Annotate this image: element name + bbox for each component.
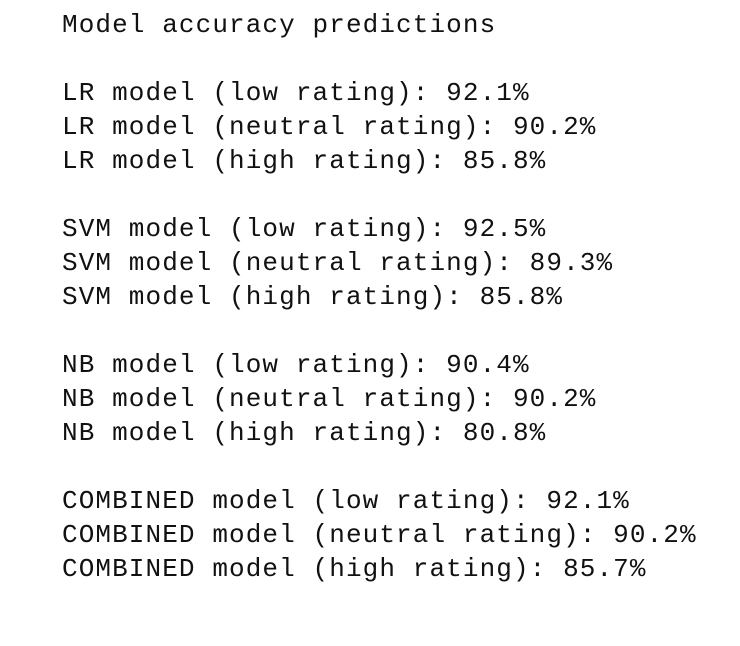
output-group: COMBINED model (low rating): 92.1% COMBIN… [62, 484, 740, 586]
output-line: COMBINED model (low rating): 92.1% [62, 486, 630, 516]
output-line: LR model (high rating): 85.8% [62, 146, 547, 176]
output-line: LR model (neutral rating): 90.2% [62, 112, 597, 142]
output-line: SVM model (low rating): 92.5% [62, 214, 547, 244]
output-line: NB model (high rating): 80.8% [62, 418, 547, 448]
output-line: SVM model (high rating): 85.8% [62, 282, 564, 312]
output-group: NB model (low rating): 90.4% NB model (ne… [62, 348, 740, 450]
output-line: NB model (low rating): 90.4% [62, 350, 530, 380]
output-line: LR model (low rating): 92.1% [62, 78, 530, 108]
output-group: LR model (low rating): 92.1% LR model (ne… [62, 76, 740, 178]
output-line: COMBINED model (high rating): 85.7% [62, 554, 647, 584]
output-line: NB model (neutral rating): 90.2% [62, 384, 597, 414]
output-group: SVM model (low rating): 92.5% SVM model (… [62, 212, 740, 314]
output-line: SVM model (neutral rating): 89.3% [62, 248, 614, 278]
output-line: COMBINED model (neutral rating): 90.2% [62, 520, 697, 550]
output-title: Model accuracy predictions [62, 10, 497, 40]
